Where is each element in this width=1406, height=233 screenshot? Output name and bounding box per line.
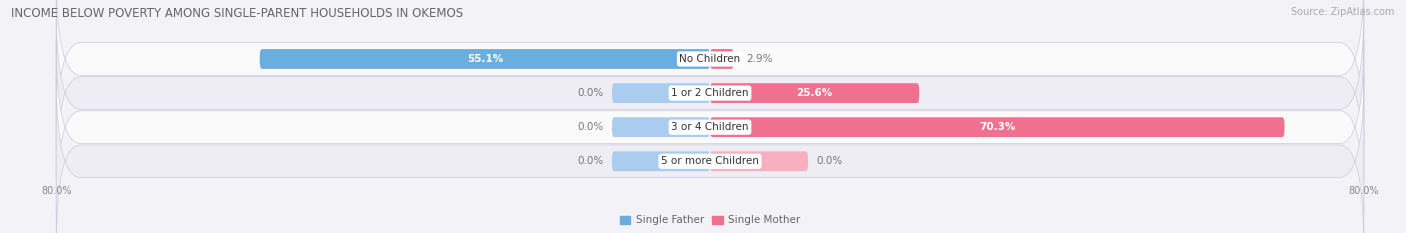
Text: 0.0%: 0.0% <box>578 122 603 132</box>
Text: 1 or 2 Children: 1 or 2 Children <box>671 88 749 98</box>
FancyBboxPatch shape <box>56 0 1364 145</box>
FancyBboxPatch shape <box>612 83 710 103</box>
Text: 2.9%: 2.9% <box>747 54 772 64</box>
FancyBboxPatch shape <box>612 117 710 137</box>
Text: 3 or 4 Children: 3 or 4 Children <box>671 122 749 132</box>
Text: No Children: No Children <box>679 54 741 64</box>
Text: Source: ZipAtlas.com: Source: ZipAtlas.com <box>1291 7 1395 17</box>
FancyBboxPatch shape <box>612 151 710 171</box>
FancyBboxPatch shape <box>56 41 1364 213</box>
Text: 0.0%: 0.0% <box>578 156 603 166</box>
FancyBboxPatch shape <box>710 83 920 103</box>
Text: 0.0%: 0.0% <box>817 156 842 166</box>
Text: 0.0%: 0.0% <box>578 88 603 98</box>
FancyBboxPatch shape <box>710 151 808 171</box>
FancyBboxPatch shape <box>710 117 1285 137</box>
FancyBboxPatch shape <box>56 75 1364 233</box>
Text: 5 or more Children: 5 or more Children <box>661 156 759 166</box>
Text: 55.1%: 55.1% <box>467 54 503 64</box>
FancyBboxPatch shape <box>260 49 710 69</box>
Text: 25.6%: 25.6% <box>797 88 832 98</box>
Text: 70.3%: 70.3% <box>979 122 1015 132</box>
Text: INCOME BELOW POVERTY AMONG SINGLE-PARENT HOUSEHOLDS IN OKEMOS: INCOME BELOW POVERTY AMONG SINGLE-PARENT… <box>11 7 464 20</box>
FancyBboxPatch shape <box>710 49 734 69</box>
FancyBboxPatch shape <box>56 7 1364 179</box>
Legend: Single Father, Single Mother: Single Father, Single Mother <box>616 211 804 230</box>
